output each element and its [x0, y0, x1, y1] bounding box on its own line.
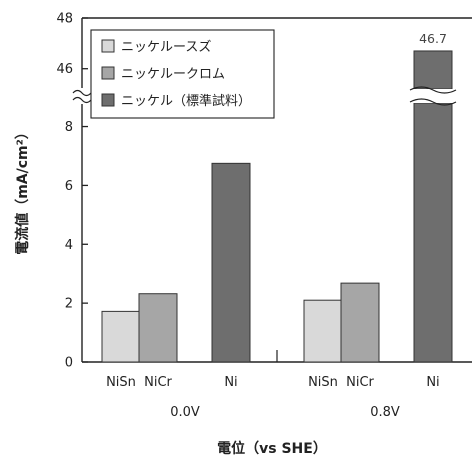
group-label: 0.0V	[170, 405, 200, 420]
y-tick-label: 6	[65, 179, 73, 194]
axis-break-mark	[72, 89, 92, 97]
legend-swatch	[101, 93, 115, 107]
y-tick-label: 46	[56, 62, 73, 77]
legend-entry: ニッケルースズ	[121, 39, 211, 55]
bar-break-mark	[409, 86, 457, 94]
y-tick-label: 0	[65, 356, 73, 371]
category-label: Ni	[426, 375, 439, 390]
bar-ni-08V-upper	[413, 50, 453, 90]
legend-entry: ニッケルークロム	[121, 67, 225, 82]
data-label: 46.7	[419, 31, 447, 46]
axis-break-mark	[72, 96, 92, 104]
y-axis-title: 電流値（mA/cm²）	[14, 125, 31, 255]
bar-ni-00V	[211, 162, 251, 363]
bar-nicr-08V	[340, 282, 380, 363]
legend-swatch	[101, 66, 115, 80]
y-tick-label: 4	[65, 238, 73, 253]
labels: 46.7 NiSn NiCr Ni NiSn NiCr Ni 0.0V 0.8V 電位（vs SH…	[14, 31, 447, 457]
bar-break-gap	[412, 89, 454, 103]
category-label: NiSn	[106, 375, 136, 390]
category-label: NiCr	[346, 375, 374, 390]
legend-swatch	[101, 39, 115, 53]
bar-nicr-00V	[138, 293, 178, 363]
bar-ni-08V-lower	[413, 102, 453, 363]
category-label: NiSn	[308, 375, 338, 390]
bars	[101, 50, 457, 363]
bar-nisn-08V	[303, 299, 343, 363]
bar-nisn-00V	[101, 310, 141, 363]
legend-entry: ニッケル（標準試料）	[121, 93, 251, 109]
y-tick-label: 8	[65, 120, 73, 135]
category-label: NiCr	[144, 375, 172, 390]
legend-box	[90, 29, 275, 119]
y-tick-label: 2	[65, 297, 73, 312]
group-label: 0.8V	[370, 405, 400, 420]
y-tick-label: 48	[56, 12, 73, 27]
x-axis-title: 電位（vs SHE）	[217, 440, 327, 457]
category-label: Ni	[224, 375, 237, 390]
bar-break-mark	[409, 98, 457, 106]
